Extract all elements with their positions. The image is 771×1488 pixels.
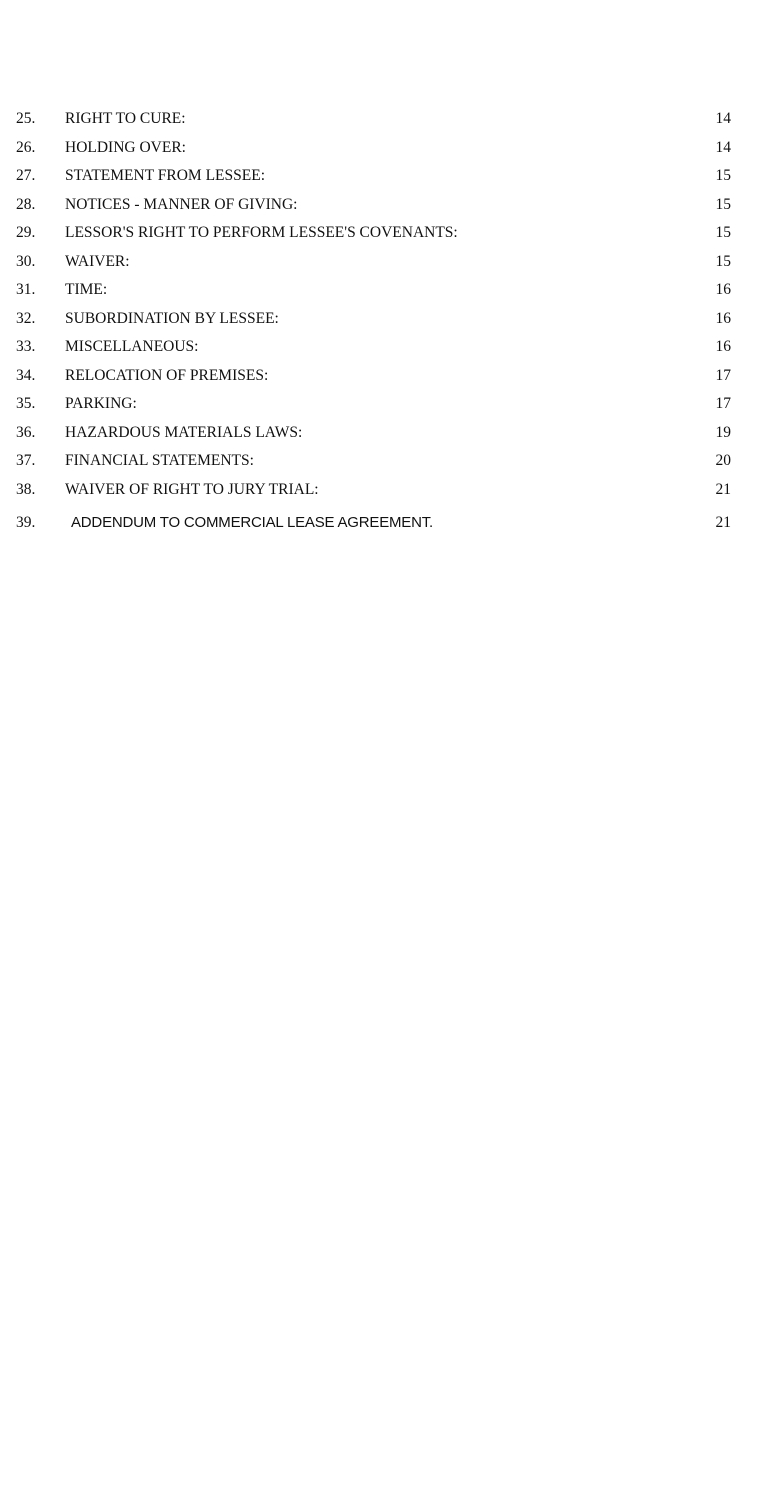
toc-entry-number: 32. — [16, 309, 36, 327]
toc-entry-page: 17 — [715, 366, 732, 384]
toc-entry: 25. RIGHT TO CURE: 14 — [0, 109, 771, 138]
toc-entry-page: 15 — [715, 224, 732, 241]
toc-entry-title: NOTICES - MANNER OF GIVING: — [65, 195, 298, 213]
toc-entry: 32. SUBORDINATION BY LESSEE: 16 — [0, 309, 771, 338]
toc-entry-title: PARKING: — [65, 395, 137, 412]
toc-entry-title: TIME: — [65, 281, 108, 298]
toc-entry-page: 16 — [715, 338, 732, 355]
table-of-contents: 25. RIGHT TO CURE: 14 26. HOLDING OVER: 14 27.… — [0, 109, 771, 542]
toc-entry-title: FINANCIAL STATEMENTS: — [65, 452, 254, 469]
toc-entry-number: 26. — [16, 138, 36, 156]
toc-entry-number: 33. — [16, 338, 36, 355]
toc-entry-number: 35. — [16, 395, 36, 412]
toc-entry: 27. STATEMENT FROM LESSEE: 15 — [0, 166, 771, 195]
toc-entry-number: 30. — [16, 252, 36, 270]
toc-entry-title: HAZARDOUS MATERIALS LAWS: — [65, 423, 303, 441]
toc-entry-page: 15 — [715, 195, 732, 213]
toc-entry-number: 25. — [16, 110, 36, 127]
toc-entry-number: 29. — [16, 224, 36, 241]
toc-entry-title: LESSOR'S RIGHT TO PERFORM LESSEE'S COVEN… — [65, 224, 458, 241]
toc-entry-page: 14 — [715, 110, 732, 127]
toc-entry-title: MISCELLANEOUS: — [65, 338, 199, 355]
toc-entry: 34. RELOCATION OF PREMISES: 17 — [0, 366, 771, 395]
toc-entry-title: RELOCATION OF PREMISES: — [65, 366, 269, 384]
toc-entry-page: 15 — [715, 167, 732, 184]
toc-entry-page: 16 — [715, 281, 732, 298]
toc-entry-title: SUBORDINATION BY LESSEE: — [65, 309, 279, 327]
toc-entry: 38. WAIVER OF RIGHT TO JURY TRIAL: 21 — [0, 480, 771, 509]
toc-entry-page: 14 — [715, 138, 732, 156]
toc-entry-title: WAIVER: — [65, 252, 130, 270]
toc-entry-page: 16 — [715, 309, 732, 327]
toc-entry-title: STATEMENT FROM LESSEE: — [65, 167, 265, 184]
toc-entry-number: 39. — [16, 514, 36, 531]
toc-entry-number: 34. — [16, 366, 36, 384]
toc-entry-title: WAIVER OF RIGHT TO JURY TRIAL: — [65, 480, 319, 498]
toc-entry-page: 21 — [715, 480, 732, 498]
toc-entry-page: 20 — [715, 452, 732, 469]
toc-entry-number: 28. — [16, 195, 36, 213]
toc-entry-title: ADDENDUM TO COMMERCIAL LEASE AGREEMENT. — [71, 514, 433, 531]
toc-entry-page: 21 — [715, 514, 732, 531]
toc-entry-title: RIGHT TO CURE: — [65, 110, 186, 127]
toc-entry: 28. NOTICES - MANNER OF GIVING: 15 — [0, 195, 771, 224]
toc-entry-title: HOLDING OVER: — [65, 138, 186, 156]
toc-entry: 26. HOLDING OVER: 14 — [0, 138, 771, 167]
toc-entry-number: 38. — [16, 480, 36, 498]
toc-entry: 35. PARKING: 17 — [0, 394, 771, 423]
toc-entry: 29. LESSOR'S RIGHT TO PERFORM LESSEE'S CO… — [0, 223, 771, 252]
toc-entry-number: 36. — [16, 423, 36, 441]
toc-entry: 39. ADDENDUM TO COMMERCIAL LEASE AGREEMEN… — [0, 513, 771, 542]
toc-entry: 36. HAZARDOUS MATERIALS LAWS: 19 — [0, 423, 771, 452]
toc-entry-number: 27. — [16, 167, 36, 184]
toc-entry-page: 15 — [715, 252, 732, 270]
toc-entry-page: 17 — [715, 395, 732, 412]
toc-entry: 31. TIME: 16 — [0, 280, 771, 309]
toc-entry: 37. FINANCIAL STATEMENTS: 20 — [0, 451, 771, 480]
toc-entry-number: 37. — [16, 452, 36, 469]
toc-entry: 33. MISCELLANEOUS: 16 — [0, 337, 771, 366]
toc-entry-page: 19 — [715, 423, 732, 441]
toc-entry-number: 31. — [16, 281, 36, 298]
toc-entry: 30. WAIVER: 15 — [0, 252, 771, 281]
